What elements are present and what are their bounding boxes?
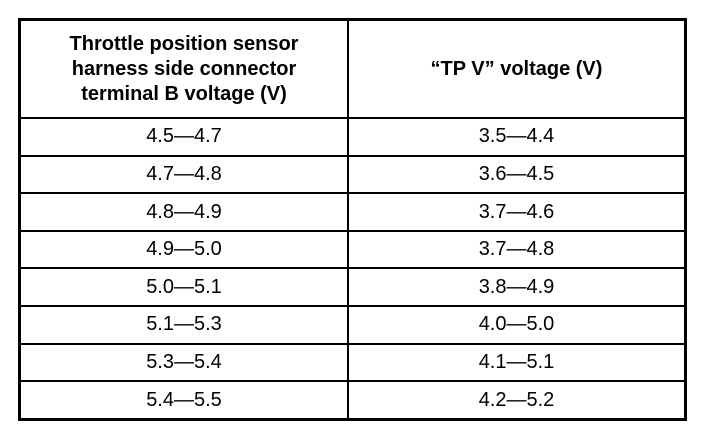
table-cell: 3.7—4.6 [347,192,687,232]
table-cell: 4.0—5.0 [347,305,687,345]
table-cell: 4.1—5.1 [347,342,687,383]
header-text: “TP V” voltage (V) [430,57,603,80]
table-row: 5.4—5.5 4.2—5.2 [18,380,687,421]
table-row: 5.0—5.1 3.8—4.9 [18,267,687,308]
table-row: 5.1—5.3 4.0—5.0 [18,305,687,345]
header-text: terminal B voltage (V) [81,82,287,105]
table-cell: 5.1—5.3 [18,305,349,345]
table-cell: 5.3—5.4 [18,342,349,383]
table-body: 4.5—4.7 3.5—4.4 4.7—4.8 3.6—4.5 4.8—4.9 3.7—4… [18,117,687,421]
table-cell: 5.4—5.5 [18,380,349,421]
table-cell: 4.9—5.0 [18,229,349,270]
table-row: 5.3—5.4 4.1—5.1 [18,342,687,383]
table-cell: 5.0—5.1 [18,267,349,308]
header-text: Throttle position sensor [69,32,299,55]
table-cell: 4.5—4.7 [18,117,349,157]
header-cell: “TP V” voltage (V) [347,18,687,119]
table-row: 4.7—4.8 3.6—4.5 [18,154,687,195]
table-cell: 3.7—4.8 [347,229,687,270]
header-cell: Throttle position sensor harness side con… [18,18,349,119]
table-cell: 3.8—4.9 [347,267,687,308]
voltage-table: Throttle position sensor harness side con… [18,18,687,421]
table-row: 4.5—4.7 3.5—4.4 [18,117,687,157]
header-row: Throttle position sensor harness side con… [18,18,687,119]
table-cell: 4.8—4.9 [18,192,349,232]
table-row: 4.8—4.9 3.7—4.6 [18,192,687,232]
table-cell: 3.6—4.5 [347,154,687,195]
header-text: harness side connector [71,57,297,80]
table-cell: 4.2—5.2 [347,380,687,421]
table-row: 4.9—5.0 3.7—4.8 [18,229,687,270]
table-cell: 4.7—4.8 [18,154,349,195]
table-cell: 3.5—4.4 [347,117,687,157]
